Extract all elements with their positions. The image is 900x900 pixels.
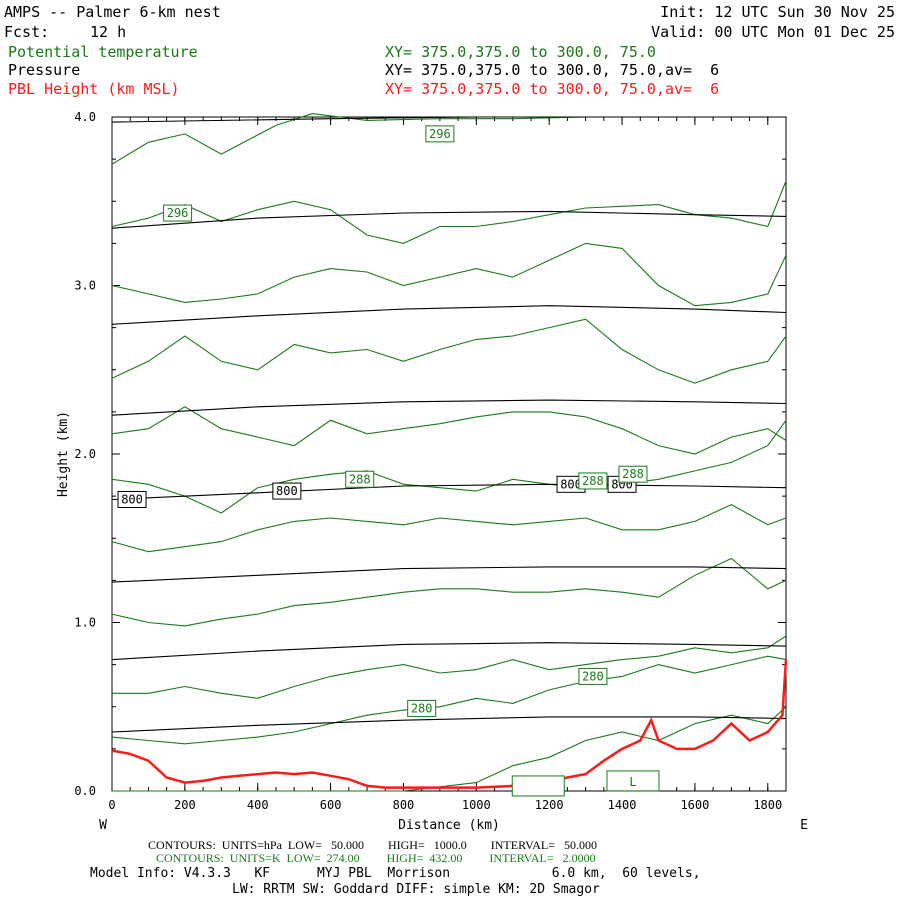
field-pressure-xy: XY= 375.0,375.0 to 300.0, 75.0,av= 6 — [385, 61, 720, 79]
theta-contour-label: 280 — [582, 669, 604, 683]
x-tick-label: 1200 — [535, 798, 564, 812]
footer-theta-contours: CONTOURS: UNITS=K LOW= 274.00 HIGH= 432.… — [156, 851, 596, 865]
theta-contour-label: 296 — [167, 206, 189, 220]
pressure-contour-line — [111, 399, 787, 416]
theta-contour-label: 288 — [582, 474, 604, 488]
pressure-contour-line — [111, 566, 787, 583]
y-tick-label: 3.0 — [74, 279, 96, 293]
theta-contour-line — [112, 635, 787, 699]
x-tick-label: 600 — [320, 798, 342, 812]
west-end-label: W — [99, 818, 107, 833]
field-theta-name: Potential temperature — [8, 43, 198, 61]
theta-contour-label-box — [345, 470, 375, 488]
x-tick-label: 800 — [393, 798, 415, 812]
field-pbl-name: PBL Height (km MSL) — [8, 80, 180, 98]
footer-model-info: Model Info: V4.3.3 KF MYJ PBL Morrison 6… — [90, 866, 701, 881]
x-tick-label: 0 — [108, 798, 115, 812]
x-tick-label: 400 — [247, 798, 269, 812]
theta-contour-label: 288 — [349, 472, 371, 486]
pressure-contour-label-box — [117, 490, 147, 508]
forecast-value: 12 h — [90, 23, 127, 41]
pressure-contour-line — [111, 210, 787, 229]
pressure-contour-label: 800 — [560, 477, 582, 491]
pressure-contour-line — [111, 116, 786, 123]
low-marker-box — [511, 775, 565, 797]
theta-contour-line — [111, 180, 787, 244]
theta-contour-label-box — [425, 125, 455, 143]
field-pbl-xy: XY= 375.0,375.0 to 300.0, 75.0,av= 6 — [385, 80, 720, 98]
x-tick-label: 1000 — [462, 798, 491, 812]
x-tick-label: 1400 — [608, 798, 637, 812]
forecast-label: Fcst: — [4, 23, 50, 41]
field-theta-xy: XY= 375.0,375.0 to 300.0, 75.0 — [385, 43, 656, 61]
theta-contour-label: 296 — [429, 127, 451, 141]
pressure-contour-line — [111, 642, 787, 661]
chart-title: AMPS -- Palmer 6-km nest — [4, 3, 221, 21]
y-axis-label: Height (km) — [56, 411, 71, 497]
pressure-contour-line — [111, 305, 787, 325]
low-marker-box — [606, 770, 660, 792]
pressure-contour-line — [111, 483, 787, 501]
theta-contour-line — [111, 406, 787, 455]
theta-contour-line — [111, 503, 787, 553]
y-tick-label: 2.0 — [74, 447, 96, 461]
x-tick-label: 1600 — [680, 798, 709, 812]
footer-pressure-contours: CONTOURS: UNITS=hPa LOW= 50.000 HIGH= 10… — [148, 838, 597, 852]
theta-contour-label: 280 — [411, 701, 433, 715]
east-end-label: E — [800, 818, 808, 833]
init-time: Init: 12 UTC Sun 30 Nov 25 — [660, 3, 895, 21]
pressure-contour-label: 800 — [121, 492, 143, 506]
y-tick-label: 1.0 — [74, 616, 96, 630]
pressure-contour-label-box — [272, 482, 302, 500]
theta-contour-line — [111, 655, 787, 745]
footer-physics-info: LW: RRTM SW: Goddard DIFF: simple KM: 2D… — [232, 882, 600, 897]
y-tick-label: 0.0 — [74, 784, 96, 798]
y-tick-label: 4.0 — [74, 110, 96, 124]
pressure-contour-label: 800 — [276, 484, 298, 498]
pbl-height-line — [111, 659, 788, 789]
theta-contour-line — [111, 318, 787, 384]
pressure-contour-line — [111, 716, 787, 733]
x-tick-label: 1800 — [753, 798, 782, 812]
theta-contour-label-box — [407, 699, 437, 717]
theta-contour-label-box — [578, 667, 608, 685]
theta-contour-label-box — [163, 204, 193, 222]
theta-contour-label-box — [618, 465, 648, 483]
theta-contour-line — [111, 557, 787, 627]
theta-contour-line — [111, 242, 787, 307]
low-marker-label: L — [629, 775, 636, 789]
theta-contour-line — [112, 706, 787, 792]
theta-contour-label: 288 — [622, 467, 644, 481]
theta-contour-label-box — [578, 472, 608, 490]
valid-time: Valid: 00 UTC Mon 01 Dec 25 — [651, 23, 895, 41]
theta-contour-line — [111, 419, 787, 514]
field-pressure-name: Pressure — [8, 61, 81, 79]
x-axis-label: Distance (km) — [398, 818, 500, 833]
x-tick-label: 200 — [174, 798, 196, 812]
